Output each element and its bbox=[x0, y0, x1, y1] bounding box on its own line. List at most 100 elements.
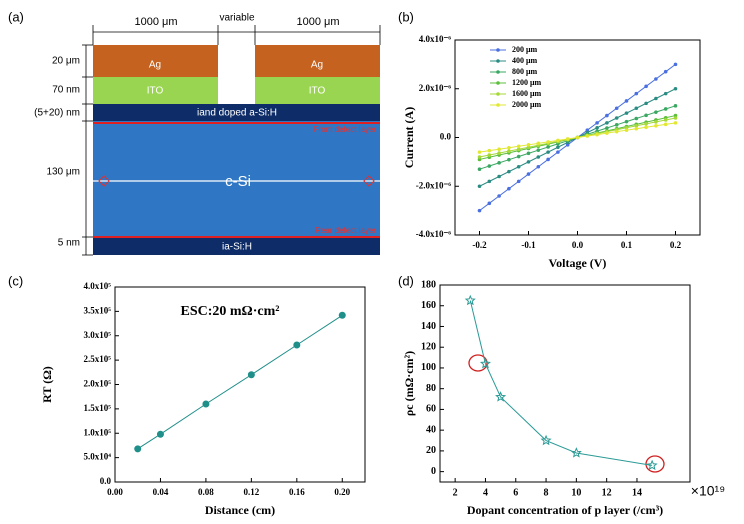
x-tick-label: 0.12 bbox=[243, 487, 259, 497]
diagram: (a) 1000 μm variable 1000 μm Ag Ag ITO I… bbox=[8, 9, 381, 256]
x-tick-label: 14 bbox=[632, 487, 642, 498]
x-tick-label: 0.08 bbox=[198, 487, 214, 497]
series-line bbox=[469, 300, 653, 466]
y-tick-label: 2.0x10⁻⁶ bbox=[419, 83, 452, 93]
x-tick-label: 0.2 bbox=[670, 240, 682, 250]
point bbox=[495, 391, 507, 402]
point bbox=[487, 179, 492, 184]
panel-label: (b) bbox=[398, 9, 414, 24]
x-tick-label: 0.00 bbox=[107, 487, 123, 497]
point bbox=[546, 140, 550, 144]
break-mark bbox=[98, 175, 110, 187]
legend-label: 800 μm bbox=[512, 67, 538, 76]
y-tick-label: 180 bbox=[421, 279, 436, 290]
y-tick-label: 5.0x10⁴ bbox=[84, 452, 112, 462]
y-tick-label: 2.5x10⁵ bbox=[84, 354, 112, 364]
panel-label: (c) bbox=[8, 273, 23, 288]
point bbox=[536, 164, 541, 169]
point bbox=[644, 113, 648, 118]
point bbox=[479, 357, 491, 369]
point bbox=[556, 145, 560, 150]
point bbox=[570, 447, 582, 458]
x-axis-label: Voltage (V) bbox=[549, 256, 607, 270]
layer-label: c-Si bbox=[225, 173, 251, 190]
point bbox=[673, 121, 678, 125]
point bbox=[614, 123, 619, 127]
point bbox=[634, 116, 639, 121]
point bbox=[516, 179, 521, 184]
x-axis-label: Distance (cm) bbox=[205, 503, 275, 517]
ito-layer bbox=[93, 77, 218, 104]
point bbox=[673, 86, 678, 91]
rear-layer bbox=[93, 238, 380, 255]
point bbox=[654, 120, 658, 124]
point bbox=[605, 131, 609, 135]
y-tick-label: 0 bbox=[431, 466, 436, 477]
point bbox=[497, 194, 501, 198]
point bbox=[605, 113, 609, 118]
point bbox=[663, 122, 668, 127]
point bbox=[497, 151, 501, 155]
point bbox=[556, 150, 560, 154]
y-tick-label: 0.0 bbox=[440, 132, 452, 142]
y-tick-label: -2.0x10⁻⁶ bbox=[416, 180, 451, 190]
legend-label: 2000 μm bbox=[512, 100, 542, 109]
legend-marker bbox=[496, 103, 500, 107]
ag-layer bbox=[255, 45, 380, 77]
label-bg bbox=[130, 16, 182, 28]
y-tick-label: 20 bbox=[426, 445, 436, 456]
x-axis-label: Dopant concentration of p layer (/cm³) bbox=[467, 503, 663, 517]
point bbox=[526, 160, 531, 164]
layer-label: iand doped a-Si:H bbox=[197, 108, 277, 119]
point bbox=[654, 110, 658, 114]
x-tick-label: 12 bbox=[602, 487, 612, 498]
point bbox=[464, 294, 476, 306]
point bbox=[654, 96, 658, 101]
thickness-label: 70 nm bbox=[52, 85, 80, 96]
point bbox=[646, 459, 658, 471]
ito-layer bbox=[255, 77, 380, 104]
x-tick-label: 0.20 bbox=[334, 487, 350, 497]
y-tick-label: 120 bbox=[421, 342, 436, 353]
y-tick-label: -4.0x10⁻⁶ bbox=[416, 229, 451, 239]
point bbox=[565, 137, 570, 141]
point bbox=[634, 126, 639, 131]
legend-marker bbox=[496, 70, 500, 74]
label-bg bbox=[292, 16, 344, 28]
point bbox=[644, 125, 648, 130]
point bbox=[624, 119, 629, 124]
point bbox=[487, 164, 492, 168]
point bbox=[477, 167, 482, 171]
doped-layer bbox=[93, 104, 380, 121]
point bbox=[540, 434, 552, 446]
point bbox=[595, 125, 599, 130]
point bbox=[546, 157, 550, 162]
y-axis-label: ρc (mΩ·cm²) bbox=[402, 351, 416, 416]
y-tick-label: 2.0x10⁵ bbox=[84, 379, 112, 389]
layer-label: ITO bbox=[147, 86, 164, 97]
point bbox=[605, 121, 609, 125]
point bbox=[477, 150, 482, 154]
legend-marker bbox=[496, 81, 500, 85]
point bbox=[673, 104, 678, 108]
point bbox=[536, 155, 541, 159]
legend-label: 1600 μm bbox=[512, 89, 542, 98]
point bbox=[507, 169, 511, 174]
point bbox=[585, 134, 590, 138]
point bbox=[595, 132, 599, 137]
point bbox=[526, 143, 531, 147]
annotation: ESC:20 mΩ·cm² bbox=[180, 304, 279, 319]
y-tick-label: 4.0x10⁻⁶ bbox=[419, 34, 452, 44]
point bbox=[507, 186, 511, 191]
point bbox=[507, 145, 511, 150]
x-tick-label: 0.0 bbox=[572, 240, 584, 250]
y-tick-label: 80 bbox=[426, 383, 436, 394]
y-tick-label: 0.0 bbox=[100, 476, 112, 486]
layer-label: ITO bbox=[309, 86, 326, 97]
point bbox=[536, 141, 541, 146]
layer-label: Ag bbox=[311, 60, 323, 71]
layer-label: ia-Si:H bbox=[222, 242, 252, 253]
x-tick-label: 8 bbox=[544, 487, 549, 498]
point bbox=[634, 91, 639, 96]
